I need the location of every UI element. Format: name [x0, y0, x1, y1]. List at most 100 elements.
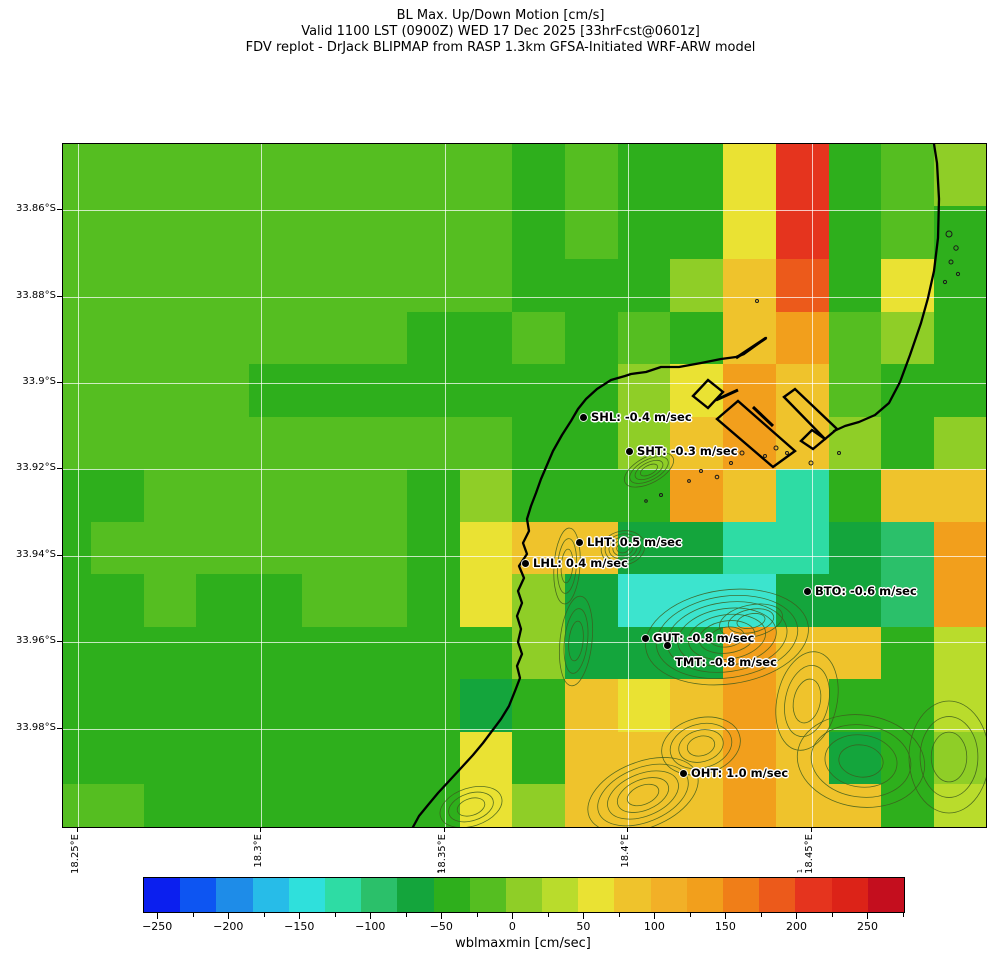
heatmap-cell — [407, 312, 461, 365]
heatmap-cell — [460, 206, 513, 260]
figure-subtitle: Valid 1100 LST (0900Z) WED 17 Dec 2025 [… — [301, 24, 700, 39]
colorbar-segment — [216, 878, 254, 912]
heatmap-cell — [670, 732, 724, 785]
heatmap-cell — [63, 574, 92, 628]
terrain-contour — [640, 463, 658, 477]
heatmap-cell — [512, 144, 566, 207]
heatmap-cell — [670, 469, 724, 523]
heatmap-cell — [881, 679, 935, 733]
latitude-gridline — [63, 210, 986, 211]
colorbar-top-mark: 1 — [795, 868, 804, 874]
heatmap-cell — [249, 206, 303, 260]
colorbar-tick-label: −50 — [429, 920, 453, 933]
heatmap-cell — [63, 627, 92, 680]
colorbar-minor-tick — [334, 913, 336, 917]
heatmap-cell — [512, 206, 566, 260]
terrain-contour — [824, 734, 898, 788]
latitude-gridline — [63, 728, 986, 730]
heatmap-cell — [91, 259, 145, 313]
heatmap-cell — [829, 206, 882, 260]
y-tick-mark — [57, 382, 62, 383]
heatmap-cell — [354, 364, 408, 418]
heatmap-cell — [407, 679, 461, 733]
heatmap-cell — [881, 364, 935, 418]
heatmap-cell — [881, 417, 935, 470]
colorbar-tick-mark — [654, 913, 656, 919]
terrain-contour — [600, 530, 646, 566]
station-label-LHT: LHT: 0.5 m/sec — [587, 535, 682, 549]
heatmap-cell — [196, 206, 250, 260]
terrain-contour — [616, 777, 670, 813]
heatmap-cell — [91, 627, 145, 680]
heatmap-cell — [881, 312, 935, 365]
heatmap-cell — [354, 627, 408, 680]
heatmap-cell — [670, 206, 724, 260]
station-dot-SHT — [625, 447, 633, 455]
heatmap-cell — [63, 522, 92, 575]
heatmap-cell — [934, 364, 986, 418]
terrain-contour — [560, 548, 574, 584]
heatmap-cell — [144, 469, 197, 523]
heatmap-cell — [565, 364, 619, 418]
y-tick-label: 33.94°S — [16, 548, 56, 560]
colorbar-tick-mark — [725, 913, 727, 919]
harbor-breakwater — [782, 387, 839, 441]
heatmap-cell — [91, 522, 145, 575]
station-dot-LHL — [521, 559, 529, 567]
heatmap-cell — [302, 364, 355, 418]
heatmap-cell — [354, 312, 408, 365]
heatmap-cell — [829, 144, 882, 207]
heatmap-cell — [618, 732, 671, 785]
heatmap-cell — [881, 574, 935, 628]
station-dot-TMT — [663, 641, 671, 649]
heatmap-cell — [776, 522, 830, 575]
heatmap-cell — [91, 312, 145, 365]
terrain-contour — [612, 539, 634, 557]
heatmap-cell — [881, 522, 935, 575]
station-label-TMT: TMT: -0.8 m/sec — [675, 655, 777, 669]
latitude-gridline — [63, 642, 986, 643]
x-tick-label: 18.45°E — [804, 834, 815, 874]
heatmap-cell — [354, 206, 408, 260]
terrain-contour — [456, 797, 486, 817]
heatmap-cell — [196, 732, 250, 785]
heatmap-cell — [91, 206, 145, 260]
terrain-contour — [568, 620, 584, 662]
coastline — [832, 144, 941, 433]
heatmap-cell — [723, 679, 777, 733]
x-tick-label-text: 18.45°E — [803, 834, 815, 874]
x-tick-mark — [810, 827, 812, 832]
terrain-contour — [634, 459, 664, 481]
heatmap-cell — [829, 679, 882, 733]
station-dot-OHT — [679, 769, 687, 777]
colorbar-segment — [433, 878, 471, 912]
colorbar-tick-label: −150 — [284, 920, 315, 933]
heatmap-cell — [934, 522, 986, 575]
x-tick-label-text: 18.3°E — [253, 834, 264, 868]
heatmap-cell — [670, 312, 724, 365]
heatmap-cell — [144, 312, 197, 365]
colorbar-minor-tick — [192, 913, 194, 917]
heatmap-cell — [63, 417, 92, 470]
heatmap-cell — [881, 732, 935, 785]
y-tick-mark — [57, 209, 62, 210]
heatmap-cell — [618, 574, 671, 628]
longitude-gridline — [261, 144, 262, 827]
heatmap-cell — [512, 312, 566, 365]
heatmap-cell — [670, 679, 724, 733]
terrain-contour — [688, 613, 766, 661]
heatmap-cell — [144, 144, 197, 207]
map-canvas: SHL: -0.4 m/sec SHT: -0.3 m/sec LHT: 0.5 m… — [62, 143, 987, 828]
heatmap-cell — [934, 312, 986, 365]
terrain-contour — [553, 527, 581, 605]
y-tick-mark — [57, 468, 62, 469]
heatmap-cell — [670, 417, 724, 470]
colorbar-segment — [144, 878, 181, 912]
heatmap-cell — [249, 259, 303, 313]
heatmap-cell — [829, 259, 882, 313]
heatmap-cell — [91, 417, 145, 470]
terrain-contour — [792, 678, 822, 724]
colorbar-tick-label: 250 — [856, 920, 878, 933]
heatmap-cell — [670, 574, 724, 628]
